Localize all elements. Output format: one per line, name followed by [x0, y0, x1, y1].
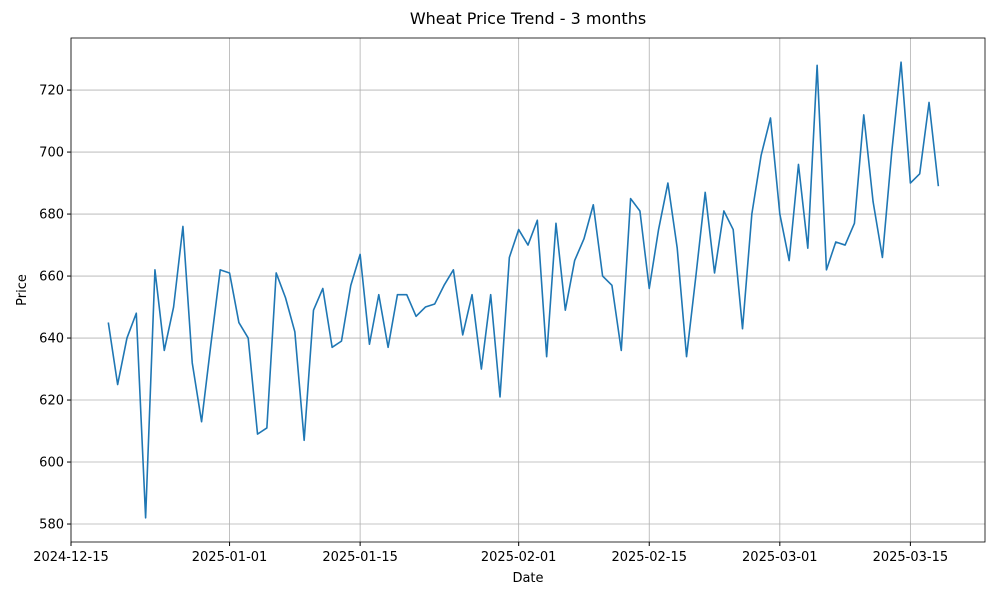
- y-tick-label: 720: [39, 84, 64, 99]
- x-tick-label: 2025-01-01: [192, 550, 268, 565]
- y-tick-label: 620: [39, 394, 64, 409]
- x-tick-label: 2024-12-15: [33, 550, 109, 565]
- y-tick-label: 580: [39, 518, 64, 533]
- y-tick-label: 600: [39, 456, 64, 471]
- plot-frame: [70, 37, 986, 543]
- x-axis-label: Date: [512, 571, 543, 586]
- x-tick-label: 2025-03-15: [873, 550, 949, 565]
- y-tick-label: 680: [39, 208, 64, 223]
- x-tick-label: 2025-01-15: [322, 550, 398, 565]
- y-tick-label: 640: [39, 332, 64, 347]
- x-tick-label: 2025-03-01: [742, 550, 818, 565]
- y-tick-label: 700: [39, 146, 64, 161]
- y-tick-label: 660: [39, 270, 64, 285]
- chart-title: Wheat Price Trend - 3 months: [410, 9, 646, 28]
- y-axis-label: Price: [15, 274, 30, 306]
- x-tick-label: 2025-02-15: [611, 550, 687, 565]
- price-line: [107, 61, 940, 519]
- x-tick-label: 2025-02-01: [481, 550, 557, 565]
